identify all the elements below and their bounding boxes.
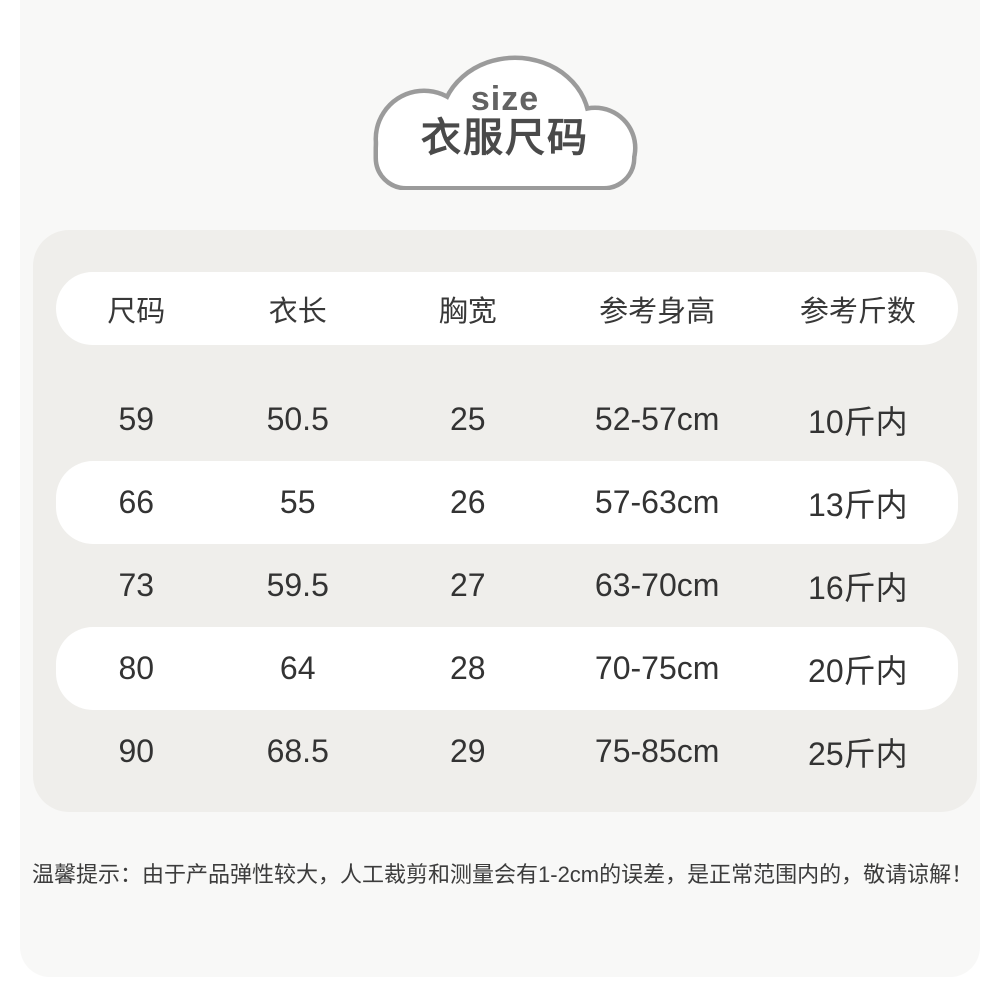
table-cell: 25斤内 xyxy=(808,735,908,772)
table-cell: 52-57cm xyxy=(594,401,720,437)
table-cell: 57-63cm xyxy=(594,484,720,520)
table-cell: 59.5 xyxy=(266,567,329,603)
table-cell: 13斤内 xyxy=(808,486,908,523)
table-header-row: 尺码 衣长 胸宽 参考身高 参考斤数 xyxy=(56,272,958,345)
table-cell: 80 xyxy=(118,650,155,686)
column-header: 胸宽 xyxy=(438,295,497,328)
cloud-icon xyxy=(373,55,638,190)
badge-title-zh: 衣服尺码 xyxy=(421,116,589,160)
table-cell: 55 xyxy=(279,484,316,520)
table-cell: 70-75cm xyxy=(594,650,720,686)
table-cell: 59 xyxy=(118,401,155,437)
table-cell: 73 xyxy=(118,567,155,603)
table-cell: 66 xyxy=(118,484,155,520)
badge-title-en: size xyxy=(470,80,540,118)
column-header: 衣长 xyxy=(268,295,327,328)
table-cell: 28 xyxy=(449,650,486,686)
table-cell: 63-70cm xyxy=(594,567,720,603)
table-cell: 64 xyxy=(279,650,316,686)
table-cell: 10斤内 xyxy=(808,403,908,440)
table-body: 59 50.5 25 52-57cm 10斤内 66 55 26 57-63cm… xyxy=(33,378,977,793)
table-row: 80 64 28 70-75cm 20斤内 xyxy=(56,627,958,710)
table-cell: 75-85cm xyxy=(594,733,720,769)
table-row: 90 68.5 29 75-85cm 25斤内 xyxy=(56,710,958,793)
table-cell: 50.5 xyxy=(266,401,329,437)
table-cell: 26 xyxy=(449,484,486,520)
table-row: 66 55 26 57-63cm 13斤内 xyxy=(56,461,958,544)
table-cell: 68.5 xyxy=(266,733,329,769)
table-row: 73 59.5 27 63-70cm 16斤内 xyxy=(56,544,958,627)
table-cell: 27 xyxy=(449,567,486,603)
table-cell: 90 xyxy=(118,733,155,769)
table-cell: 25 xyxy=(449,401,486,437)
warm-tip-note: 温馨提示：由于产品弹性较大，人工裁剪和测量会有1-2cm的误差，是正常范围内的，… xyxy=(32,862,974,887)
table-cell: 16斤内 xyxy=(808,569,908,606)
table-cell: 29 xyxy=(449,733,486,769)
column-header: 参考身高 xyxy=(599,295,716,328)
cloud-badge: size 衣服尺码 xyxy=(370,55,640,190)
size-table-panel: 尺码 衣长 胸宽 参考身高 参考斤数 59 50.5 25 52-57cm 10… xyxy=(33,230,977,812)
table-cell: 20斤内 xyxy=(808,652,908,689)
column-header: 参考斤数 xyxy=(799,295,916,328)
column-header: 尺码 xyxy=(107,295,166,328)
table-row: 59 50.5 25 52-57cm 10斤内 xyxy=(56,378,958,461)
